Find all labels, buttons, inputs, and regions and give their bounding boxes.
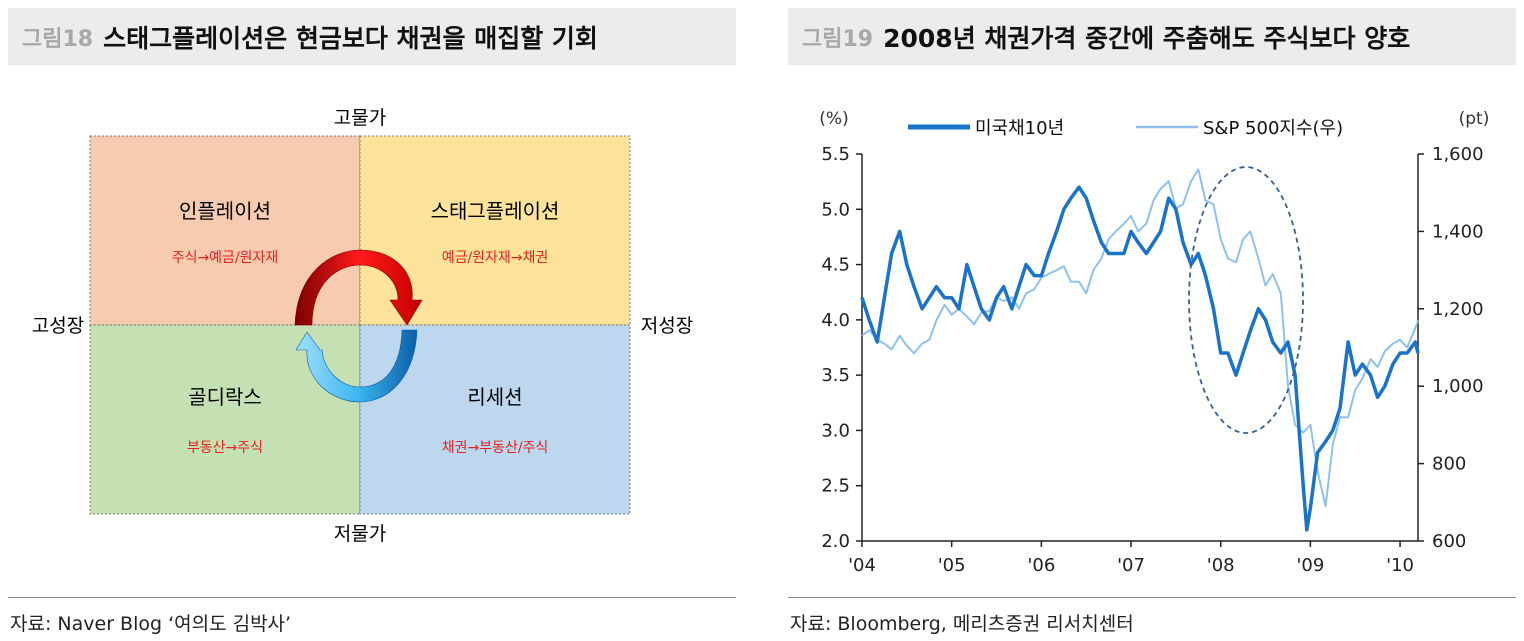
figure-19-source-rule xyxy=(788,597,1516,598)
chart-legend: 미국채10년 S&P 500지수(우) xyxy=(908,118,1343,139)
figure-19-number: 그림19 xyxy=(802,26,874,52)
quadrant-flow-recession: 채권→부동산/주식 xyxy=(442,440,549,456)
highlight-ellipse xyxy=(1188,166,1304,434)
figure-19-title-bar: 그림19 2008년 채권가격 중간에 주춤해도 주식보다 양호 xyxy=(788,8,1516,65)
figure-19-source: 자료: Bloomberg, 메리츠증권 리서치센터 xyxy=(790,613,1134,635)
figure-18-title-bar: 그림18 스태그플레이션은 현금보다 채권을 매집할 기회 xyxy=(8,8,736,65)
left-axis-tick-label: 4.5 xyxy=(821,255,850,276)
right-axis-tick-label: 800 xyxy=(1432,454,1466,475)
series-line-ust10y xyxy=(860,185,1420,532)
left-axis-tick-label: 2.0 xyxy=(821,531,850,552)
chart-axes: 2.0 2.5 3.0 3.5 4.0 4.5 5.0 5.5 600 800 1,000 1,200… xyxy=(821,144,1483,576)
x-axis-tick-label: '05 xyxy=(938,555,966,576)
left-axis-tick-label: 2.5 xyxy=(821,476,850,497)
quadrant-flow-goldilocks: 부동산→주식 xyxy=(187,440,263,456)
left-axis-tick-label: 5.5 xyxy=(821,144,850,165)
cycle-arrow-red xyxy=(294,249,423,326)
figure-18-source-rule xyxy=(8,597,736,598)
quadrant-name-stagflation: 스태그플레이션 xyxy=(431,199,560,223)
quadrant-name-recession: 리세션 xyxy=(467,385,522,409)
axis-label-left: 고성장 xyxy=(32,315,84,337)
legend-label-sp500: S&P 500지수(우) xyxy=(1203,118,1343,139)
x-axis-tick-label: '08 xyxy=(1207,555,1235,576)
figure-19-panel: 그림19 2008년 채권가격 중간에 주춤해도 주식보다 양호 2.0 2.5 3… xyxy=(786,0,1524,641)
left-axis-tick-label: 3.0 xyxy=(821,420,850,441)
x-axis-tick-label: '10 xyxy=(1386,555,1414,576)
right-axis-unit: (pt) xyxy=(1459,109,1490,129)
quadrant-name-goldilocks: 골디락스 xyxy=(188,385,262,409)
axis-label-top: 고물가 xyxy=(334,107,386,129)
right-axis-tick-label: 1,000 xyxy=(1432,376,1484,397)
figure-18-source: 자료: Naver Blog ‘여의도 김박사’ xyxy=(10,613,292,635)
x-axis-tick-label: '07 xyxy=(1117,555,1145,576)
right-axis-tick-label: 600 xyxy=(1432,531,1466,552)
figure-19-title: 2008년 채권가격 중간에 주춤해도 주식보다 양호 xyxy=(883,23,1411,53)
quadrant-flow-stagflation: 예금/원자재→채권 xyxy=(442,250,549,266)
figure-18-title: 스태그플레이션은 현금보다 채권을 매집할 기회 xyxy=(103,23,598,53)
axis-label-right: 저성장 xyxy=(641,315,693,337)
cycle-arrow-blue xyxy=(295,329,418,403)
legend-label-ust10y: 미국채10년 xyxy=(975,118,1064,139)
x-axis-tick-label: '09 xyxy=(1296,555,1324,576)
right-axis-tick-label: 1,200 xyxy=(1432,299,1484,320)
left-axis-unit: (%) xyxy=(819,109,848,129)
quadrant-diagram: 고물가 저물가 고성장 저성장 인플레이션 주식→예금/원자재 스태그플레이션 … xyxy=(32,107,693,545)
x-axis-tick-label: '04 xyxy=(848,555,876,576)
x-axis-tick-label: '06 xyxy=(1027,555,1055,576)
right-axis-tick-label: 1,600 xyxy=(1432,144,1484,165)
series-line-sp500 xyxy=(861,168,1419,508)
figure-18-panel: 그림18 스태그플레이션은 현금보다 채권을 매집할 기회 고물가 저물가 고성… xyxy=(0,0,740,641)
right-axis-tick-label: 1,400 xyxy=(1432,221,1484,242)
quadrant-inflation xyxy=(89,135,361,326)
left-axis-tick-label: 3.5 xyxy=(821,365,850,386)
line-chart: 2.0 2.5 3.0 3.5 4.0 4.5 5.0 5.5 600 800 1,000 1,200… xyxy=(819,109,1490,576)
figure-18-number: 그림18 xyxy=(22,26,94,52)
left-axis-tick-label: 4.0 xyxy=(821,310,850,331)
quadrant-name-inflation: 인플레이션 xyxy=(179,199,271,223)
left-axis-tick-label: 5.0 xyxy=(821,199,850,220)
quadrant-flow-inflation: 주식→예금/원자재 xyxy=(172,250,279,266)
axis-label-bottom: 저물가 xyxy=(334,523,386,545)
chart-series xyxy=(860,168,1420,532)
